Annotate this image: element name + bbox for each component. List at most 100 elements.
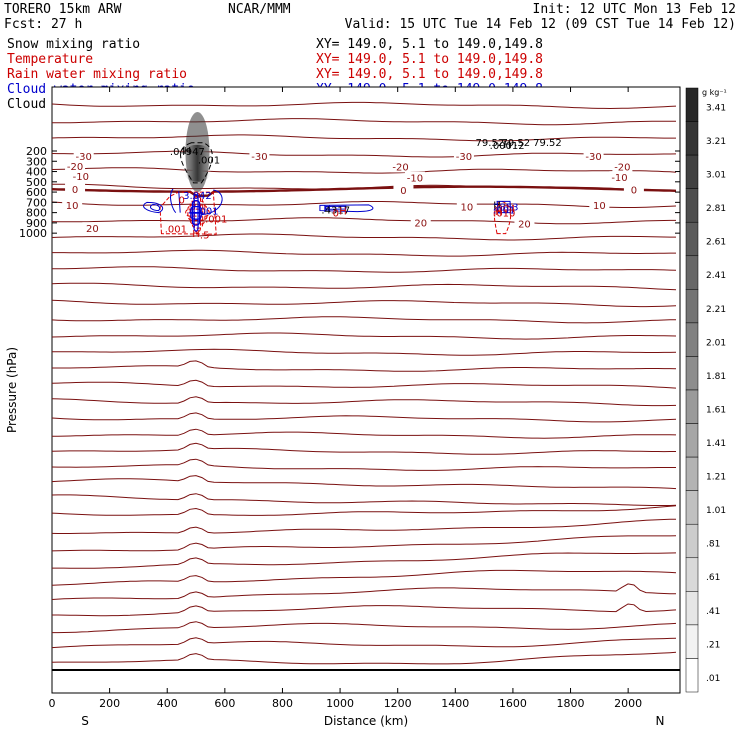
temperature-contour [52,379,677,389]
label-background [453,150,474,163]
contour-annotation: .00012 [490,141,525,152]
contour-annotation: H [323,204,331,215]
colorbar-label: 2.21 [706,305,726,315]
contour-annotation: H [503,140,511,151]
temperature-contour [52,316,677,324]
center-name: NCAR/MMM [228,2,291,17]
colorbar-swatch [685,154,699,189]
colorbar-label: 3.21 [706,137,726,147]
colorbar-swatch [685,188,699,223]
temperature-contour [52,150,677,158]
colorbar-swatch [685,121,699,156]
temperature-contour [52,552,677,569]
colorbar-label: 2.81 [706,204,726,214]
snow-mixing-ratio-shading [180,112,213,193]
colorbar-swatch [685,490,699,525]
cloud-ice-contour [180,142,213,184]
temperature-label: -30 [456,152,472,163]
label-background [583,150,604,163]
cloud-water-contour [149,203,161,212]
x-tick-label: 1600 [499,697,527,710]
temperature-label: 20 [518,220,531,231]
temperature-label: -10 [611,173,627,184]
temperature-contour [52,518,677,534]
temperature-contour [52,442,676,455]
colorbar-swatch [685,624,699,659]
temperature-contour [52,167,677,174]
colorbar-swatch [685,389,699,424]
temperature-label: 0 [72,185,78,196]
temperature-label: -20 [392,162,408,173]
temperature-contour [52,396,677,407]
colorbar-label: 3.01 [706,171,726,181]
temperature-label: -30 [251,152,267,163]
label-background [410,216,431,229]
colorbar-label: .61 [706,573,720,583]
temperature-label: -10 [407,174,423,185]
x-axis-label: Distance (km) [324,714,408,728]
x-axis-north-label: N [656,714,665,728]
label-background [393,184,414,197]
temperature-label: -20 [614,162,630,173]
temperature-contour [52,412,677,423]
label-background [65,159,86,172]
plot-area: -30 -30 -30 -30-20 -20 -20-10 -10 -100 0 010 10 102… [5,86,681,728]
temperature-contour [52,360,677,372]
legend-field-name: Snow mixing ratio [7,37,140,52]
label-background [623,183,644,196]
annotations: -30 -30 -30 -30-20 -20 -20-10 -10 -100 0 010 10 102… [62,138,644,242]
colorbar-label: 1.81 [706,372,726,382]
contour-annotation: .5 [200,231,210,242]
colorbar-label: 1.41 [706,439,726,449]
colorbar-unit: g kg⁻¹ [702,88,727,97]
colorbar-label: .01 [706,674,720,684]
temperature-contour [52,332,677,340]
contour-annotation: .4317 [321,206,350,217]
zero-isotherm [52,185,677,197]
colorbar-label: 2.41 [706,271,726,281]
colorbar-swatch [685,255,699,290]
x-tick-label: 0 [49,697,56,710]
y-tick-label: 300 [26,155,47,168]
contour-annotation: 3.042 [183,191,212,202]
cloud-water-contour [143,201,164,214]
legend-field-xy: XY= 149.0, 5.1 to 149.0,149.8 [316,52,543,67]
colorbar-label: 2.61 [706,238,726,248]
y-tick-label: 800 [26,207,47,220]
colorbar-swatch [685,289,699,324]
colorbar-label: .81 [706,540,720,550]
contour-annotation: .001 [165,225,187,236]
temperature-contour [52,583,677,600]
temperature-contour [52,637,677,649]
temperature-contour [52,217,676,225]
label-background [456,200,477,213]
x-tick-label: 2000 [614,697,642,710]
y-axis-label: Pressure (hPa) [5,347,19,433]
contour-annotation: 2853 [493,202,518,213]
contour-annotation: .04947 [170,147,205,158]
temperature-contour [52,348,677,356]
colorbar-swatch [685,658,699,693]
temperature-contour [52,621,677,634]
y-tick-label: 500 [26,176,47,189]
x-tick-label: 800 [272,697,293,710]
temperature-label: 20 [86,224,99,235]
cloud-water-contour [319,204,374,213]
y-tick-label: 900 [26,217,47,230]
temperature-label: 10 [593,201,606,212]
cloud-water-contour [170,188,181,214]
contour-annotation: .004 [493,204,515,215]
snow-maximum [185,112,210,193]
label-background [514,217,535,230]
legend-field-name: Rain water mixing ratio [7,67,187,82]
colorbar-swatch [685,591,699,626]
temperature-contour [52,505,677,516]
temperature-contour [52,651,677,665]
contour-annotation: .010 [493,209,515,220]
legend-field-xy: XY= 149.0, 5.1 to 149.0,149.8 [316,37,543,52]
y-tick-label: 1000 [19,227,47,240]
y-tick-label: 400 [26,166,47,179]
label-background [589,199,610,212]
label-background [62,198,83,211]
colorbar: g kg⁻¹ 3.41 3.21 3.01 2.81 2.61 2.41 2.21 2.01 1.… [685,87,727,693]
